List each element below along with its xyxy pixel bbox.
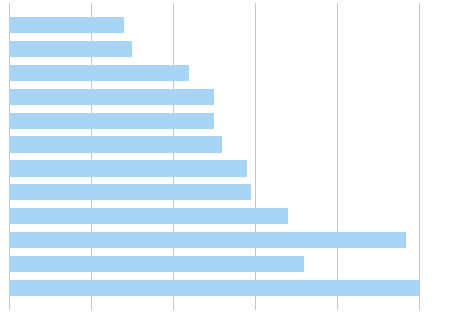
Bar <box>9 232 407 248</box>
Bar <box>9 41 132 57</box>
Bar <box>9 65 189 81</box>
Bar <box>9 89 214 105</box>
Bar <box>9 113 214 129</box>
Bar <box>9 208 287 224</box>
Bar <box>9 136 222 153</box>
Bar <box>9 184 251 200</box>
Bar <box>9 256 304 272</box>
Bar <box>9 17 124 33</box>
Bar <box>9 160 247 177</box>
Bar <box>9 280 419 296</box>
